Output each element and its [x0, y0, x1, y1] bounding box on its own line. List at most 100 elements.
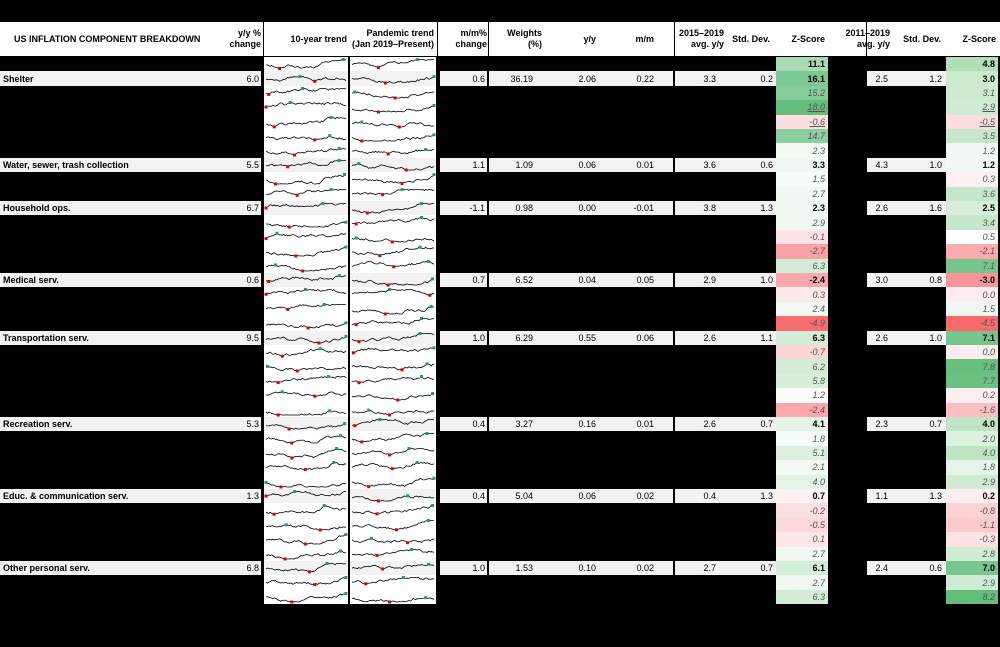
mm-value: 0.06	[636, 332, 654, 343]
table-row-subcomponent: 2.1 1.8	[0, 460, 1000, 475]
row-bg	[533, 330, 673, 345]
mm-change-value: 0.4	[440, 417, 487, 432]
avg1519-value: 2.9	[703, 275, 716, 286]
z-score-2011-2019: 2.0	[946, 431, 998, 446]
std2-value: 0.7	[929, 419, 942, 430]
weights-value: 3.27	[488, 417, 533, 432]
pandemic-sparkline	[350, 57, 436, 72]
pandemic-sparkline	[350, 316, 436, 331]
pandemic-sparkline	[350, 258, 436, 273]
z-score-2011-2019: 2.9	[946, 575, 998, 590]
table-row-category: Shelter 6.0 0.6 36.19 2.06 0.22 3.3 0.2 2.5 1.2 16…	[0, 71, 1000, 86]
z-score-2015-2019: 0.1	[776, 532, 828, 547]
category-label: Recreation serv.	[0, 417, 261, 432]
ten-year-sparkline	[264, 402, 348, 417]
std2-value: 1.0	[929, 159, 942, 170]
avg1519-value: 2.7	[703, 563, 716, 574]
weights-value: 0.98	[488, 201, 533, 216]
row-bg	[866, 417, 946, 432]
std1-value: 0.2	[760, 73, 773, 84]
z-score-2011-2019: 8.2	[946, 589, 998, 605]
std1-value: 1.3	[760, 491, 773, 502]
yy-change-value: 5.3	[246, 419, 259, 430]
ten-year-sparkline	[264, 129, 348, 144]
z-score-2015-2019: 6.3	[776, 589, 828, 605]
z-score-2015-2019: 4.0	[776, 474, 828, 489]
ten-year-sparkline	[264, 503, 348, 518]
z-score-2015-2019: -0.5	[776, 517, 828, 533]
pandemic-sparkline	[350, 373, 436, 389]
z-score-2015-2019: -2.4	[776, 273, 828, 288]
table-title: US INFLATION COMPONENT BREAKDOWN	[14, 33, 201, 44]
pandemic-sparkline	[350, 71, 436, 86]
z-score-2011-2019: 2.9	[946, 474, 998, 489]
row-bg	[533, 273, 673, 288]
pandemic-sparkline	[350, 532, 436, 547]
z-score-2011-2019: 1.2	[946, 143, 998, 158]
z-score-2015-2019: 0.3	[776, 287, 828, 302]
avg1519-value: 0.4	[703, 491, 716, 502]
pandemic-sparkline	[350, 402, 436, 417]
z-score-2015-2019: 6.3	[776, 258, 828, 273]
col-weights-header: Weights (%)	[495, 22, 542, 56]
table-row-subcomponent: 4.0 2.9	[0, 474, 1000, 489]
table-row-subcomponent: 15.2 3.1	[0, 85, 1000, 101]
category-label: Other personal serv.	[0, 561, 261, 576]
avg1519-value: 3.6	[703, 159, 716, 170]
row-bg	[866, 330, 946, 345]
z-score-2015-2019: 2.7	[776, 575, 828, 590]
ten-year-sparkline	[264, 417, 348, 432]
row-bg	[533, 201, 673, 216]
mm-change-value: 1.1	[440, 157, 487, 173]
std2-value: 0.6	[929, 563, 942, 574]
table-row-category: Water, sewer, trash collection 5.5 1.1 1.09…	[0, 157, 1000, 173]
header-line: 2015–2019	[678, 28, 724, 38]
std1-value: 0.7	[760, 563, 773, 574]
pandemic-sparkline	[350, 100, 436, 115]
std2-value: 1.0	[929, 332, 942, 343]
table-row-subcomponent: 18.0 2.9	[0, 100, 1000, 115]
table-row-category: Transportation serv. 9.5 1.0 6.29 0.55 0.06 2.…	[0, 330, 1000, 345]
z-score-2011-2019: 7.8	[946, 359, 998, 374]
z-score-2015-2019: 18.0	[776, 100, 828, 115]
z-score-2015-2019: 2.7	[776, 546, 828, 561]
z-score-2011-2019: 7.1	[946, 258, 998, 273]
pandemic-sparkline	[350, 143, 436, 158]
ten-year-sparkline	[264, 316, 348, 331]
pandemic-sparkline	[350, 301, 436, 317]
ten-year-sparkline	[264, 186, 348, 201]
z-score-2015-2019: 2.3	[776, 201, 828, 216]
table-row-category: Medical serv. 0.6 0.7 6.52 0.04 0.05 2.9 1.0 3.0…	[0, 273, 1000, 288]
row-bg	[533, 417, 673, 432]
ten-year-sparkline	[264, 359, 348, 374]
pandemic-sparkline	[350, 114, 436, 129]
yy-value: 0.00	[578, 203, 596, 214]
row-bg	[866, 561, 946, 576]
yy-change-value: 6.7	[246, 203, 259, 214]
table-row-subcomponent: -2.4 -1.6	[0, 402, 1000, 417]
yy-change-value: 0.6	[246, 275, 259, 286]
yy-change-value: 1.3	[246, 491, 259, 502]
z-score-2015-2019: 5.8	[776, 373, 828, 389]
category-label: Transportation serv.	[0, 330, 261, 345]
avg1119-value: 2.6	[875, 203, 888, 214]
avg1119-value: 2.3	[875, 419, 888, 430]
yy-value: 0.16	[578, 419, 596, 430]
z-score-2015-2019: 6.2	[776, 359, 828, 374]
ten-year-sparkline	[264, 546, 348, 561]
ten-year-sparkline	[264, 431, 348, 446]
col-std1-header: Std. Dev.	[732, 33, 770, 44]
col-std2-header: Std. Dev.	[903, 33, 941, 44]
z-score-2011-2019: -3.0	[946, 273, 998, 288]
pandemic-sparkline	[350, 575, 436, 590]
z-score-2011-2019: 0.2	[946, 489, 998, 504]
table-row-subcomponent: 1.8 2.0	[0, 431, 1000, 446]
ten-year-sparkline	[264, 114, 348, 129]
yy-value: 2.06	[578, 73, 596, 84]
z-score-2015-2019: 1.2	[776, 388, 828, 403]
ten-year-sparkline	[264, 100, 348, 115]
ten-year-sparkline	[264, 71, 348, 86]
table-row-category: Educ. & communication serv. 1.3 0.4 5.04 0.0…	[0, 489, 1000, 504]
row-bg	[674, 71, 776, 86]
ten-year-sparkline	[264, 575, 348, 590]
